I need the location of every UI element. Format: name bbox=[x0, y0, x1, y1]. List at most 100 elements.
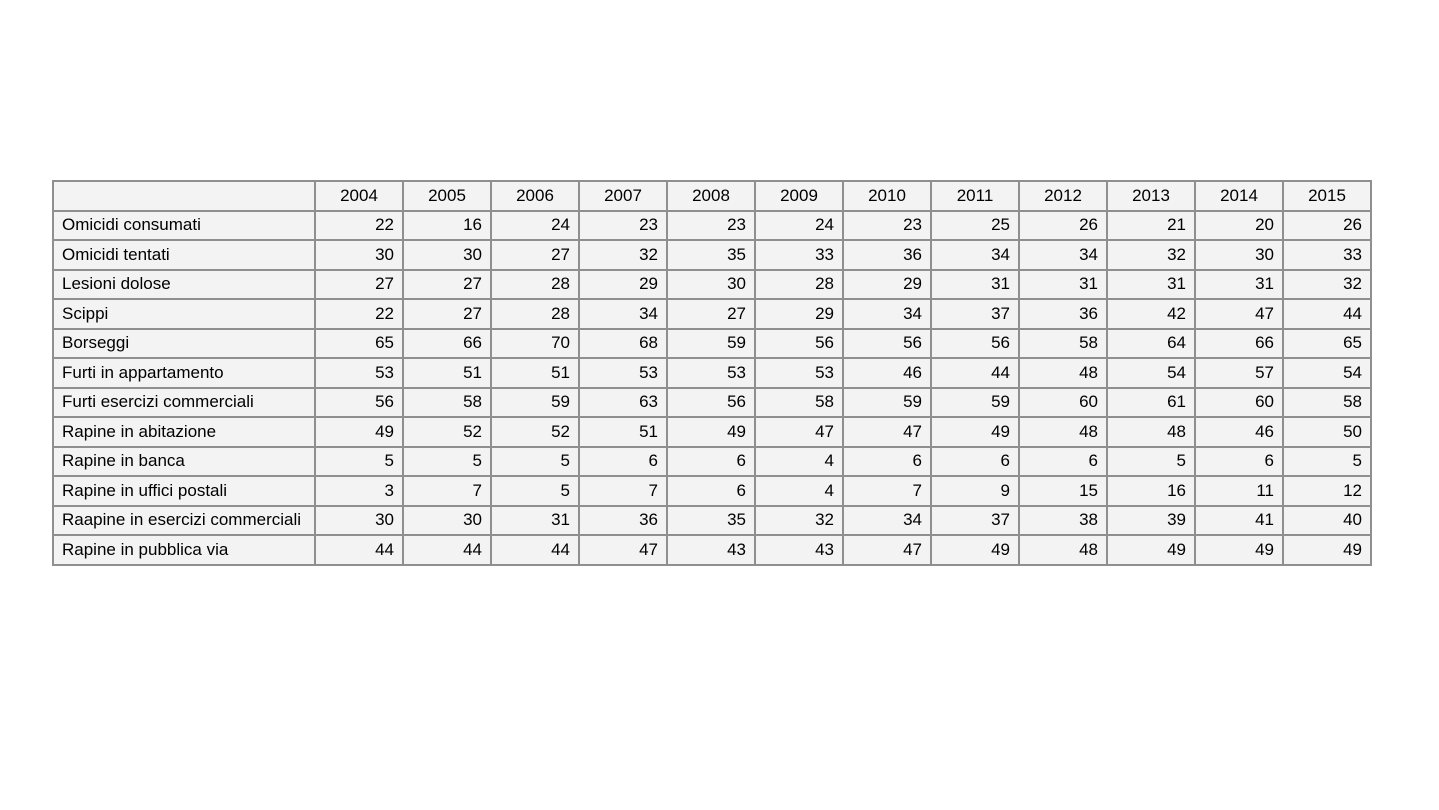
year-header-cell: 2008 bbox=[666, 180, 756, 212]
value-cell: 60 bbox=[1018, 386, 1108, 418]
row-label-cell: Scippi bbox=[52, 298, 316, 330]
value-cell: 59 bbox=[842, 386, 932, 418]
value-cell: 33 bbox=[1282, 239, 1372, 271]
row-label-cell: Rapine in pubblica via bbox=[52, 534, 316, 566]
value-cell: 31 bbox=[1106, 268, 1196, 300]
value-cell: 29 bbox=[578, 268, 668, 300]
value-cell: 47 bbox=[1194, 298, 1284, 330]
value-cell: 29 bbox=[842, 268, 932, 300]
value-cell: 56 bbox=[666, 386, 756, 418]
value-cell: 26 bbox=[1018, 209, 1108, 241]
value-cell: 59 bbox=[930, 386, 1020, 418]
value-cell: 58 bbox=[1018, 327, 1108, 359]
value-cell: 33 bbox=[754, 239, 844, 271]
value-cell: 6 bbox=[578, 445, 668, 477]
value-cell: 59 bbox=[490, 386, 580, 418]
value-cell: 30 bbox=[314, 504, 404, 536]
value-cell: 21 bbox=[1106, 209, 1196, 241]
value-cell: 34 bbox=[842, 504, 932, 536]
value-cell: 49 bbox=[314, 416, 404, 448]
value-cell: 53 bbox=[578, 357, 668, 389]
value-cell: 20 bbox=[1194, 209, 1284, 241]
value-cell: 36 bbox=[578, 504, 668, 536]
value-cell: 31 bbox=[930, 268, 1020, 300]
value-cell: 41 bbox=[1194, 504, 1284, 536]
value-cell: 43 bbox=[754, 534, 844, 566]
year-header-cell: 2007 bbox=[578, 180, 668, 212]
value-cell: 5 bbox=[1106, 445, 1196, 477]
value-cell: 50 bbox=[1282, 416, 1372, 448]
value-cell: 37 bbox=[930, 504, 1020, 536]
value-cell: 31 bbox=[1018, 268, 1108, 300]
table-row: Raapine in esercizi commerciali 30 30 31 36 3… bbox=[52, 504, 1372, 536]
value-cell: 34 bbox=[1018, 239, 1108, 271]
value-cell: 52 bbox=[490, 416, 580, 448]
table-row: Omicidi consumati 22 16 24 23 23 24 23 25 26 21 20 2… bbox=[52, 209, 1372, 241]
table-row: Furti in appartamento 53 51 51 53 53 53 46 44 48 5… bbox=[52, 357, 1372, 389]
table-row: Borseggi 65 66 70 68 59 56 56 56 58 64 66 65 bbox=[52, 327, 1372, 359]
value-cell: 40 bbox=[1282, 504, 1372, 536]
value-cell: 30 bbox=[402, 504, 492, 536]
value-cell: 15 bbox=[1018, 475, 1108, 507]
value-cell: 47 bbox=[578, 534, 668, 566]
year-header-cell: 2011 bbox=[930, 180, 1020, 212]
value-cell: 27 bbox=[314, 268, 404, 300]
value-cell: 48 bbox=[1018, 357, 1108, 389]
year-header-cell: 2009 bbox=[754, 180, 844, 212]
value-cell: 43 bbox=[666, 534, 756, 566]
table-row: Rapine in abitazione 49 52 52 51 49 47 47 49 48 48… bbox=[52, 416, 1372, 448]
value-cell: 49 bbox=[930, 534, 1020, 566]
value-cell: 34 bbox=[578, 298, 668, 330]
value-cell: 6 bbox=[1018, 445, 1108, 477]
value-cell: 31 bbox=[490, 504, 580, 536]
table-row: Rapine in banca 5 5 5 6 6 4 6 6 6 5 6 5 bbox=[52, 445, 1372, 477]
value-cell: 65 bbox=[1282, 327, 1372, 359]
table-row: Furti esercizi commerciali 56 58 59 63 56 58 59… bbox=[52, 386, 1372, 418]
year-header-cell: 2004 bbox=[314, 180, 404, 212]
value-cell: 59 bbox=[666, 327, 756, 359]
year-header-cell: 2012 bbox=[1018, 180, 1108, 212]
value-cell: 36 bbox=[842, 239, 932, 271]
value-cell: 12 bbox=[1282, 475, 1372, 507]
value-cell: 65 bbox=[314, 327, 404, 359]
value-cell: 64 bbox=[1106, 327, 1196, 359]
value-cell: 29 bbox=[754, 298, 844, 330]
value-cell: 32 bbox=[1106, 239, 1196, 271]
value-cell: 7 bbox=[842, 475, 932, 507]
value-cell: 51 bbox=[402, 357, 492, 389]
row-label-cell: Omicidi consumati bbox=[52, 209, 316, 241]
value-cell: 35 bbox=[666, 239, 756, 271]
value-cell: 53 bbox=[666, 357, 756, 389]
value-cell: 9 bbox=[930, 475, 1020, 507]
value-cell: 31 bbox=[1194, 268, 1284, 300]
value-cell: 57 bbox=[1194, 357, 1284, 389]
value-cell: 28 bbox=[490, 298, 580, 330]
value-cell: 28 bbox=[490, 268, 580, 300]
value-cell: 58 bbox=[1282, 386, 1372, 418]
value-cell: 16 bbox=[1106, 475, 1196, 507]
year-header-cell: 2005 bbox=[402, 180, 492, 212]
value-cell: 11 bbox=[1194, 475, 1284, 507]
value-cell: 39 bbox=[1106, 504, 1196, 536]
value-cell: 24 bbox=[754, 209, 844, 241]
value-cell: 6 bbox=[1194, 445, 1284, 477]
value-cell: 7 bbox=[578, 475, 668, 507]
value-cell: 49 bbox=[1106, 534, 1196, 566]
value-cell: 48 bbox=[1106, 416, 1196, 448]
value-cell: 47 bbox=[842, 534, 932, 566]
value-cell: 35 bbox=[666, 504, 756, 536]
row-label-cell: Furti esercizi commerciali bbox=[52, 386, 316, 418]
value-cell: 48 bbox=[1018, 416, 1108, 448]
value-cell: 58 bbox=[402, 386, 492, 418]
year-header-cell: 2010 bbox=[842, 180, 932, 212]
value-cell: 56 bbox=[314, 386, 404, 418]
corner-cell bbox=[52, 180, 316, 212]
table-header: 2004 2005 2006 2007 2008 2009 2010 2011 2012 2013… bbox=[52, 180, 1372, 212]
value-cell: 53 bbox=[314, 357, 404, 389]
value-cell: 58 bbox=[754, 386, 844, 418]
row-label-cell: Rapine in abitazione bbox=[52, 416, 316, 448]
value-cell: 49 bbox=[1282, 534, 1372, 566]
table-row: Rapine in uffici postali 3 7 5 7 6 4 7 9 15 16 11 12 bbox=[52, 475, 1372, 507]
value-cell: 3 bbox=[314, 475, 404, 507]
value-cell: 44 bbox=[402, 534, 492, 566]
